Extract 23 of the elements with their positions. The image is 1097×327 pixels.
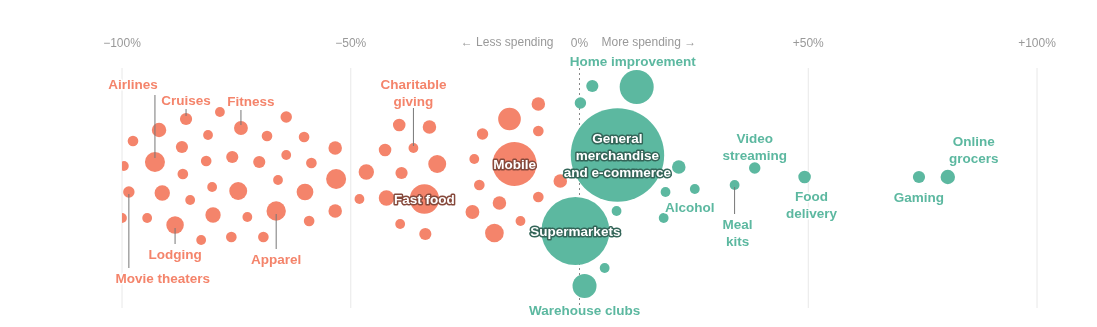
x-tick-label: +100% (1018, 36, 1057, 50)
annotation: Online grocers (949, 134, 999, 166)
annotation: Mobile (493, 157, 537, 172)
annotation: Meal kits (722, 217, 753, 249)
text: More spending → (601, 35, 697, 49)
annotation: Video streaming (722, 131, 787, 163)
text: ← Less spending (460, 35, 554, 49)
annotation: Airlines (108, 77, 158, 92)
annotation: Cruises (161, 93, 211, 108)
annotation: Fitness (227, 94, 275, 109)
annotation: Charitable giving (380, 77, 447, 109)
annotation: Alcohol (665, 200, 715, 215)
annotation: Lodging (148, 247, 202, 262)
annotation: Home improvement (569, 54, 697, 69)
x-tick-label: −100% (103, 36, 142, 50)
annotation: Apparel (251, 252, 302, 267)
annotation: Movie theaters (115, 271, 211, 286)
annotation: Food delivery (786, 189, 838, 221)
x-tick-label: 0% (570, 36, 589, 50)
x-tick-label: −50% (335, 36, 367, 50)
annotation: Warehouse clubs (528, 303, 641, 318)
annotation: Gaming (893, 190, 945, 205)
x-tick-label: +50% (792, 36, 825, 50)
